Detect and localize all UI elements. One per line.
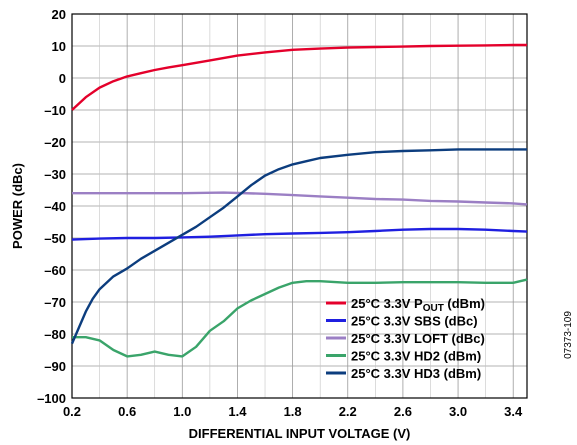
- y-axis-label: POWER (dBc): [10, 163, 25, 249]
- series-line-1: [71, 227, 528, 241]
- y-tick-label: –60: [44, 263, 66, 278]
- legend-entry: 25°C 3.3V LOFT (dBc): [351, 331, 485, 346]
- x-tick-label: 0.6: [118, 404, 136, 419]
- y-tick-label: 20: [52, 7, 66, 22]
- series-line-0: [71, 43, 527, 111]
- x-tick-label: 1.0: [173, 404, 191, 419]
- x-tick-label: 3.4: [504, 404, 523, 419]
- legend-entry: 25°C 3.3V SBS (dBc): [351, 314, 478, 329]
- y-tick-label: –100: [37, 391, 66, 406]
- y-tick-label: –40: [44, 199, 66, 214]
- y-tick-label: –80: [44, 327, 66, 342]
- x-tick-label: 1.4: [228, 404, 247, 419]
- x-tick-label: 0.2: [63, 404, 81, 419]
- y-tick-label: –30: [44, 167, 66, 182]
- y-tick-label: 10: [52, 39, 66, 54]
- x-axis-label: DIFFERENTIAL INPUT VOLTAGE (V): [189, 426, 411, 441]
- series-line-2: [72, 191, 528, 206]
- x-tick-label: 1.8: [284, 404, 302, 419]
- y-tick-label: –50: [44, 231, 66, 246]
- y-tick-label: –20: [44, 135, 66, 150]
- figure-code: 07373-109: [563, 311, 574, 359]
- y-tick-label: 0: [59, 71, 66, 86]
- x-tick-label: 2.6: [394, 404, 412, 419]
- x-tick-label: 2.2: [339, 404, 357, 419]
- series-lines: [70, 43, 528, 358]
- legend-entry: 25°C 3.3V HD2 (dBm): [351, 349, 481, 364]
- y-tick-label: –70: [44, 295, 66, 310]
- y-tick-label: –10: [44, 103, 66, 118]
- plot-frame: [71, 13, 528, 399]
- x-tick-label: 3.0: [449, 404, 467, 419]
- series-line-4: [70, 148, 527, 345]
- legend: 25°C 3.3V POUT (dBm)25°C 3.3V SBS (dBc) 2…: [326, 296, 485, 381]
- legend-entry: 25°C 3.3V HD3 (dBm): [351, 366, 481, 381]
- legend-entry: 25°C 3.3V POUT (dBm): [351, 296, 485, 314]
- series-line-3: [72, 278, 528, 358]
- y-tick-label: –90: [44, 359, 66, 374]
